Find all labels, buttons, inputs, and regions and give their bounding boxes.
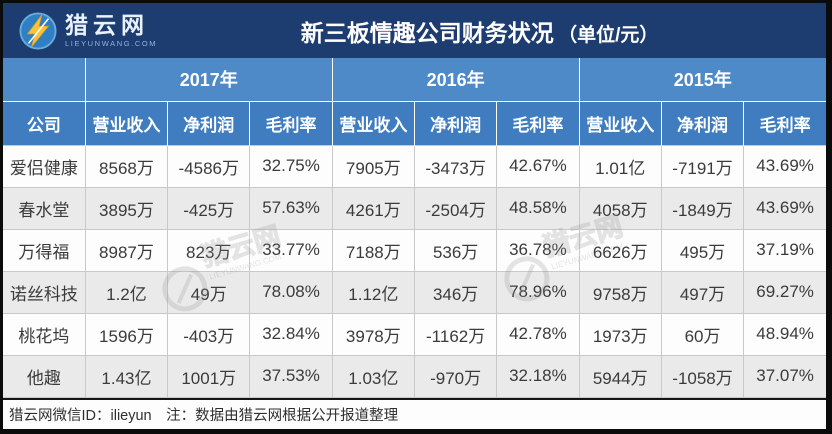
value-cell: 48.94% (743, 312, 826, 356)
page-title-text: 新三板情趣公司财务状况 (300, 19, 554, 46)
metric-header-cell: 营业收入 (331, 100, 415, 145)
value-cell: 1001万 (167, 354, 251, 398)
value-cell: 37.19% (743, 228, 826, 272)
table-row: 爱侣健康 8568万 -4586万 32.75% 7905万 -3473万 42.67% 1.… (3, 144, 826, 188)
value-cell: -3473万 (413, 144, 498, 188)
value-cell: 1973万 (578, 312, 662, 356)
metric-header-cell: 净利润 (413, 100, 497, 145)
value-cell: 4261万 (331, 186, 415, 230)
value-cell: 7905万 (331, 144, 415, 188)
value-cell: 1.03亿 (331, 354, 415, 398)
value-cell: 1.01亿 (578, 144, 662, 188)
table-body: 爱侣健康 8568万 -4586万 32.75% 7905万 -3473万 42.67% 1.… (3, 144, 826, 398)
value-cell: 37.53% (249, 354, 333, 398)
value-cell: 33.77% (249, 228, 333, 272)
value-cell: 8987万 (84, 228, 169, 272)
metric-header-row: 公司 营业收入 净利润 毛利率 营业收入 净利润 毛利率 营业收入 净利润 毛利率 (3, 100, 826, 145)
corner-cell (3, 58, 86, 101)
metric-header-cell: 营业收入 (578, 100, 662, 145)
value-cell: 8568万 (84, 144, 169, 188)
page-title-unit: （单位/元） (558, 24, 659, 46)
value-cell: 42.78% (496, 312, 580, 356)
value-cell: 78.96% (496, 270, 580, 314)
footer-note-text: 猎云网微信ID：ilieyun 注：数据由猎云网根据公开报道整理 (9, 408, 399, 424)
value-cell: 5944万 (578, 354, 662, 398)
value-cell: -1058万 (660, 354, 745, 398)
value-cell: -403万 (167, 312, 251, 356)
value-cell: 49万 (167, 270, 251, 314)
value-cell: -4586万 (167, 144, 251, 188)
value-cell: -1162万 (413, 312, 498, 356)
value-cell: 497万 (660, 270, 745, 314)
table-row: 桃花坞 1596万 -403万 32.84% 3978万 -1162万 42.78% 1973… (3, 312, 826, 356)
company-cell: 万得福 (3, 228, 86, 272)
logo-wordmark: 猎云网 (65, 11, 149, 38)
value-cell: 6626万 (578, 228, 662, 272)
value-cell: 37.07% (743, 354, 826, 398)
metric-header-cell: 毛利率 (249, 100, 333, 145)
company-column-header: 公司 (3, 100, 86, 145)
metric-header-cell: 毛利率 (496, 100, 580, 145)
company-cell: 他趣 (3, 354, 86, 398)
value-cell: 495万 (660, 228, 745, 272)
value-cell: 48.58% (496, 186, 580, 230)
value-cell: 3978万 (331, 312, 415, 356)
table-row: 万得福 8987万 823万 33.77% 7188万 536万 36.78% 6626万 49… (3, 228, 826, 272)
value-cell: -2504万 (413, 186, 498, 230)
logo-url-text: LIEYUNWANG.COM (65, 38, 158, 48)
value-cell: 78.08% (249, 270, 333, 314)
financial-table: 2017年 2016年 2015年 公司 营业收入 净利润 毛利率 营业收入 净利润 毛利… (3, 58, 826, 398)
value-cell: 1.12亿 (331, 270, 415, 314)
metric-header-cell: 毛利率 (743, 100, 826, 145)
header-bar: 猎云网 LIEYUNWANG.COM 新三板情趣公司财务状况 （单位/元） (3, 3, 826, 58)
value-cell: -1849万 (660, 186, 745, 230)
value-cell: -970万 (413, 354, 498, 398)
value-cell: 60万 (660, 312, 745, 356)
value-cell: 36.78% (496, 228, 580, 272)
value-cell: 1.2亿 (84, 270, 169, 314)
company-cell: 桃花坞 (3, 312, 86, 356)
year-header-2017: 2017年 (84, 58, 333, 101)
value-cell: 823万 (167, 228, 251, 272)
page-title: 新三板情趣公司财务状况 （单位/元） (157, 14, 826, 48)
value-cell: 32.84% (249, 312, 333, 356)
value-cell: 43.69% (743, 144, 826, 188)
metric-header-cell: 营业收入 (84, 100, 168, 145)
metric-header-cell: 净利润 (167, 100, 250, 145)
year-header-2016: 2016年 (331, 58, 580, 101)
table-row: 春水堂 3895万 -425万 57.63% 4261万 -2504万 48.58% 4058… (3, 186, 826, 230)
lieyun-logo: 猎云网 LIEYUNWANG.COM (19, 11, 158, 50)
value-cell: 57.63% (249, 186, 333, 230)
value-cell: 3895万 (84, 186, 169, 230)
value-cell: 4058万 (578, 186, 662, 230)
metric-header-cell: 净利润 (660, 100, 744, 145)
value-cell: 9758万 (578, 270, 662, 314)
year-header-row: 2017年 2016年 2015年 (3, 58, 826, 101)
value-cell: 32.75% (249, 144, 333, 188)
value-cell: 42.67% (496, 144, 580, 188)
value-cell: 69.27% (743, 270, 826, 314)
value-cell: 536万 (413, 228, 498, 272)
table-row: 诺丝科技 1.2亿 49万 78.08% 1.12亿 346万 78.96% 9758万 497… (3, 270, 826, 314)
value-cell: -425万 (167, 186, 251, 230)
value-cell: 1596万 (84, 312, 169, 356)
value-cell: 32.18% (496, 354, 580, 398)
value-cell: 1.43亿 (84, 354, 169, 398)
value-cell: -7191万 (660, 144, 745, 188)
company-cell: 爱侣健康 (3, 144, 86, 188)
company-cell: 诺丝科技 (3, 270, 86, 314)
footer-note: 猎云网微信ID：ilieyun 注：数据由猎云网根据公开报道整理 (3, 397, 826, 429)
table-row: 他趣 1.43亿 1001万 37.53% 1.03亿 -970万 32.18% 5944万 -… (3, 354, 826, 398)
year-header-2015: 2015年 (578, 58, 826, 101)
lieyun-logo-icon (19, 11, 57, 50)
value-cell: 43.69% (743, 186, 826, 230)
value-cell: 346万 (413, 270, 498, 314)
value-cell: 7188万 (331, 228, 415, 272)
company-cell: 春水堂 (3, 186, 86, 230)
